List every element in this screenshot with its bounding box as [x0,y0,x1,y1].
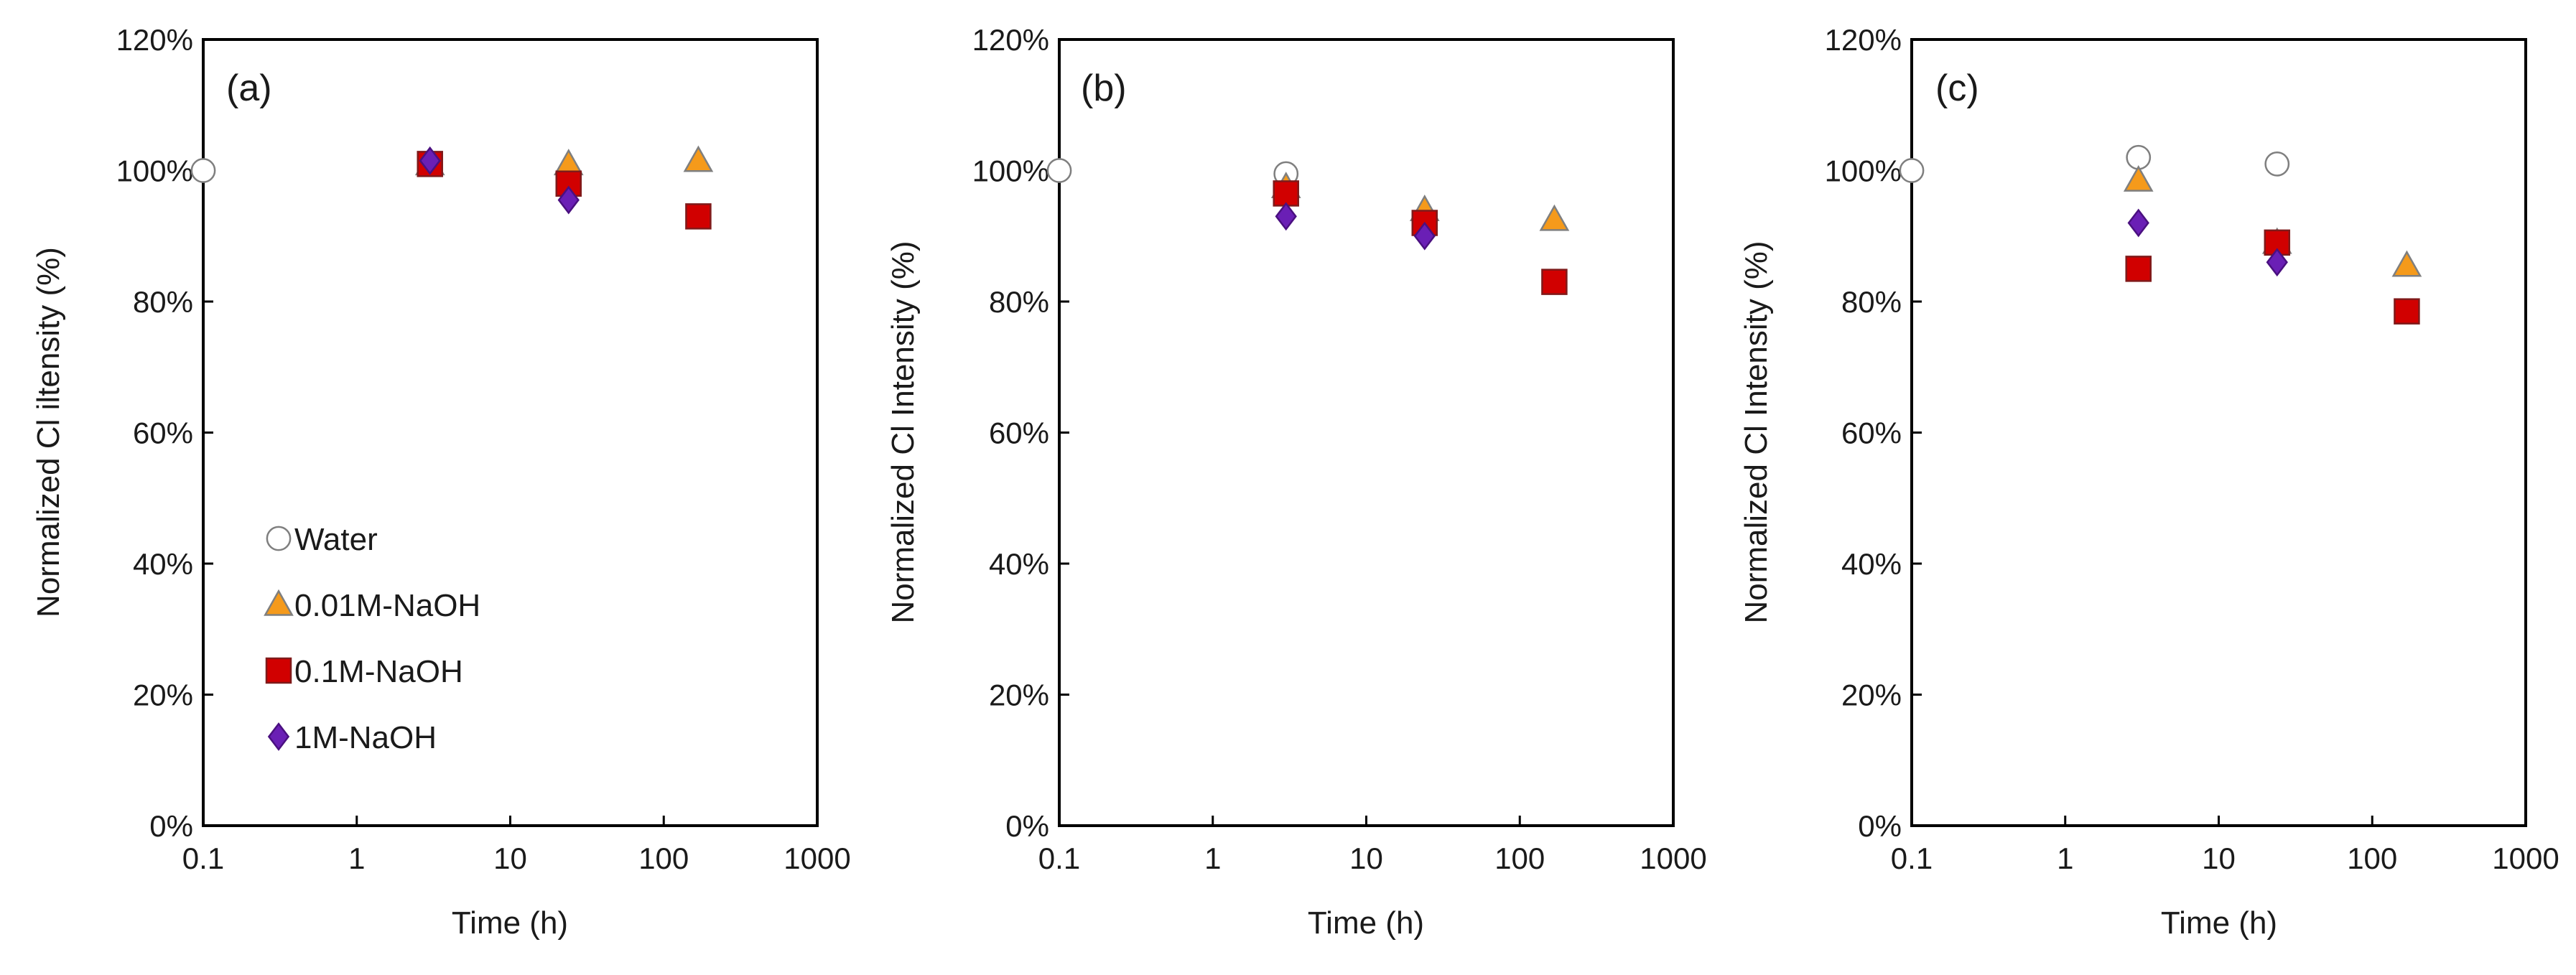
legend-marker-shape-water [266,526,292,551]
legend-label-water: Water [294,522,378,557]
panel-a-y-tick-label: 80% [133,285,193,319]
panel-b-y-axis-title: Normalized Cl Intensity (%) [885,241,921,623]
panel-c-y-tick-label: 80% [1841,285,1902,319]
data-point-water [190,158,216,183]
panel-a-y-tick-label: 20% [133,678,193,712]
legend-marker-shape-1m-naoh [267,722,290,751]
data-point-1m-naoh [557,185,580,215]
data-point-0.1m-naoh [1273,180,1299,207]
panel-b: (b) Time (h) Normalized Cl Intensity (%)… [885,23,1707,941]
panel-c-label: (c) [1935,67,1979,109]
panel-a-x-tick-label: 100 [638,841,689,875]
data-point-0.01m-naoh [2391,250,2422,277]
panel-c-y-tick-label: 20% [1841,678,1902,712]
data-point-0.1m-naoh [2264,229,2291,256]
data-point-0.1m-naoh [1541,269,1568,295]
panel-a-label: (a) [226,67,272,109]
data-point-1m-naoh [2127,208,2149,238]
data-point-water [1899,158,1925,183]
panel-c-y-axis-title: Normalized Cl Intensity (%) [1739,241,1774,623]
panel-b-x-tick-labels: 0.1 1 10 100 1000 [1038,841,1707,875]
panel-a-x-tick-label: 10 [493,841,527,875]
panel-a-y-tick-label: 40% [133,547,193,581]
data-point-0.01m-naoh [1539,204,1570,231]
data-point-0.1m-naoh [2394,298,2420,325]
panel-c-y-tick-label: 120% [1825,23,1902,57]
panel-b-ticks [1058,38,1675,827]
panel-c-x-tick-label: 100 [2347,841,2397,875]
panel-b-x-tick-label: 100 [1494,841,1545,875]
data-point-water [2264,151,2290,177]
panel-a-y-tick-label: 60% [133,416,193,450]
data-point-1m-naoh [1413,221,1436,251]
data-point-1m-naoh [2266,248,2288,277]
panel-a-y-tick-label: 100% [116,154,193,188]
panel-a: (a) Time (h) Normalized Cl iltensity (%)… [31,23,851,941]
data-point-0.1m-naoh [685,203,712,230]
panel-c-y-tick-label: 100% [1825,154,1902,188]
panel-c-x-tick-label: 0.1 [1891,841,1933,875]
panel-b-y-tick-label: 100% [972,154,1049,188]
data-point-water [1046,158,1072,183]
panel-c: (c) Time (h) Normalized Cl Intensity (%)… [1739,23,2559,941]
data-point-1m-naoh [419,146,441,175]
panel-b-label: (b) [1081,67,1127,109]
panel-b-x-tick-label: 10 [1349,841,1383,875]
panel-c-y-tick-labels: 0% 20% 40% 60% 80% 100% 120% [1825,23,1902,843]
legend-marker-0.01m-naoh [264,589,294,616]
legend-label-0.01m-naoh: 0.01M-NaOH [294,588,480,623]
legend-marker-shape-0.1m-naoh [265,657,292,684]
panel-b-y-tick-label: 120% [972,23,1049,57]
panel-a-x-tick-label: 1000 [784,841,850,875]
panel-b-x-axis-title: Time (h) [1308,905,1424,941]
panel-a-y-tick-label: 0% [149,809,193,843]
panel-a-x-tick-label: 1 [348,841,365,875]
panel-c-x-tick-label: 1000 [2492,841,2559,875]
legend-entry-0.01m-naoh: 0.01M-NaOH [264,588,480,623]
panel-c-points [1899,144,2422,325]
panel-a-y-tick-label: 120% [116,23,193,57]
legend-entry-1m-naoh: 1M-NaOH [267,720,437,755]
panel-c-y-tick-label: 0% [1858,809,1902,843]
legend-label-0.1m-naoh: 0.1M-NaOH [294,654,463,689]
panel-c-x-tick-label: 1 [2057,841,2073,875]
panel-c-x-tick-labels: 0.1 1 10 100 1000 [1891,841,2559,875]
panel-a-x-tick-labels: 0.1 1 10 100 1000 [182,841,851,875]
panel-a-x-axis-title: Time (h) [452,905,568,941]
legend-label-1m-naoh: 1M-NaOH [294,720,437,755]
data-point-0.01m-naoh [683,145,714,172]
panel-b-x-tick-label: 1000 [1640,841,1706,875]
legend-marker-shape-0.01m-naoh [264,589,294,616]
data-point-0.01m-naoh [2123,164,2154,192]
panel-a-y-axis-title: Normalized Cl iltensity (%) [31,247,66,617]
panel-c-x-tick-label: 10 [2202,841,2236,875]
panel-b-y-tick-labels: 0% 20% 40% 60% 80% 100% 120% [972,23,1049,843]
legend-entry-0.1m-naoh: 0.1M-NaOH [265,654,463,689]
panel-b-y-tick-label: 60% [989,416,1049,450]
panel-b-y-tick-label: 80% [989,285,1049,319]
panel-a-points [190,145,714,230]
panel-b-x-tick-label: 0.1 [1038,841,1080,875]
panel-a-legend: Water 0.01M-NaOH 0.1M-NaOH 1M-NaOH [264,522,480,755]
data-point-0.1m-naoh [2125,256,2152,282]
panel-c-y-tick-label: 60% [1841,416,1902,450]
panel-b-y-tick-label: 0% [1005,809,1049,843]
data-point-1m-naoh [1275,202,1297,231]
panel-a-y-tick-labels: 0% 20% 40% 60% 80% 100% 120% [116,23,193,843]
panel-b-y-tick-label: 20% [989,678,1049,712]
legend-marker-0.1m-naoh [265,657,292,684]
panel-b-points [1046,158,1570,295]
panel-b-y-tick-label: 40% [989,547,1049,581]
panel-c-x-axis-title: Time (h) [2161,905,2277,941]
panel-b-x-tick-label: 1 [1204,841,1221,875]
legend-marker-1m-naoh [267,722,290,751]
panel-c-y-tick-label: 40% [1841,547,1902,581]
legend-entry-water: Water [266,522,378,557]
panel-a-ticks [202,38,819,827]
panel-a-x-tick-label: 0.1 [182,841,224,875]
legend-marker-water [266,526,292,551]
